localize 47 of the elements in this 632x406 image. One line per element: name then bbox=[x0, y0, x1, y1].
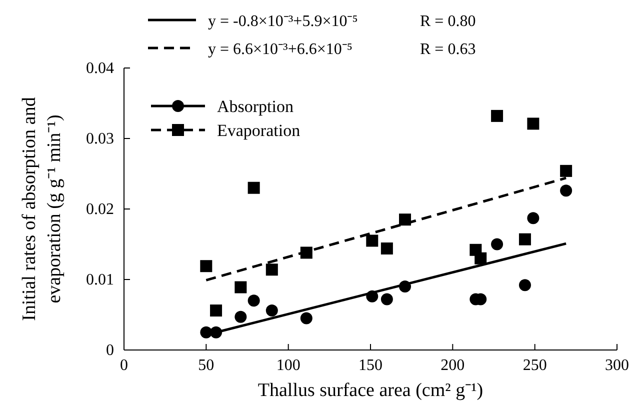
point bbox=[200, 326, 212, 338]
x-tick-label: 100 bbox=[276, 357, 300, 374]
point bbox=[518, 279, 531, 292]
x-tick-label: 200 bbox=[440, 357, 465, 374]
y-tick-label: 0.03 bbox=[86, 130, 114, 148]
point bbox=[366, 290, 378, 302]
point bbox=[210, 304, 222, 317]
point bbox=[366, 234, 378, 247]
point bbox=[266, 304, 278, 317]
point bbox=[527, 118, 540, 130]
point bbox=[380, 293, 393, 306]
x-tick-label: 50 bbox=[198, 357, 214, 374]
text: R = 0.80 bbox=[420, 13, 476, 30]
point bbox=[266, 264, 278, 276]
text: R = 0.63 bbox=[420, 41, 476, 58]
legend-label: y = 6.6×10⁻³+6.6×10⁻⁵ bbox=[208, 41, 352, 58]
point bbox=[491, 238, 504, 250]
point bbox=[210, 326, 222, 338]
x-axis-title: Thallus surface area (cm² g⁻¹) bbox=[258, 380, 484, 401]
point bbox=[300, 312, 312, 324]
y-tick-label: 0 bbox=[106, 342, 114, 359]
point bbox=[399, 214, 412, 226]
point bbox=[474, 252, 487, 264]
point bbox=[248, 182, 260, 194]
point bbox=[200, 260, 212, 272]
y-tick-label: 0.02 bbox=[86, 201, 114, 218]
x-tick-label: 150 bbox=[358, 357, 382, 374]
point bbox=[380, 242, 393, 254]
x-tick-label: 300 bbox=[605, 357, 629, 374]
point bbox=[527, 212, 540, 224]
point bbox=[248, 294, 260, 307]
y-tick-label: 0.01 bbox=[86, 272, 114, 288]
point bbox=[399, 280, 412, 293]
point bbox=[560, 164, 572, 177]
legend-label: Evaporation bbox=[217, 121, 301, 140]
point bbox=[234, 281, 247, 294]
legend-label: Absorption bbox=[217, 97, 294, 116]
y-axis-title: Initial rates of absorption and evaporation (g g⁻¹ min⁻¹) bbox=[19, 96, 65, 321]
point bbox=[234, 310, 247, 323]
point bbox=[560, 184, 572, 197]
point bbox=[518, 233, 531, 246]
legend-label: y = -0.8×10⁻³+5.9×10⁻⁵ bbox=[208, 13, 358, 30]
x-tick-label: 0 bbox=[120, 357, 128, 374]
y-tick-label: 0.04 bbox=[86, 60, 114, 77]
point bbox=[300, 246, 312, 259]
point bbox=[491, 110, 504, 122]
x-tick-label: 250 bbox=[522, 357, 547, 374]
